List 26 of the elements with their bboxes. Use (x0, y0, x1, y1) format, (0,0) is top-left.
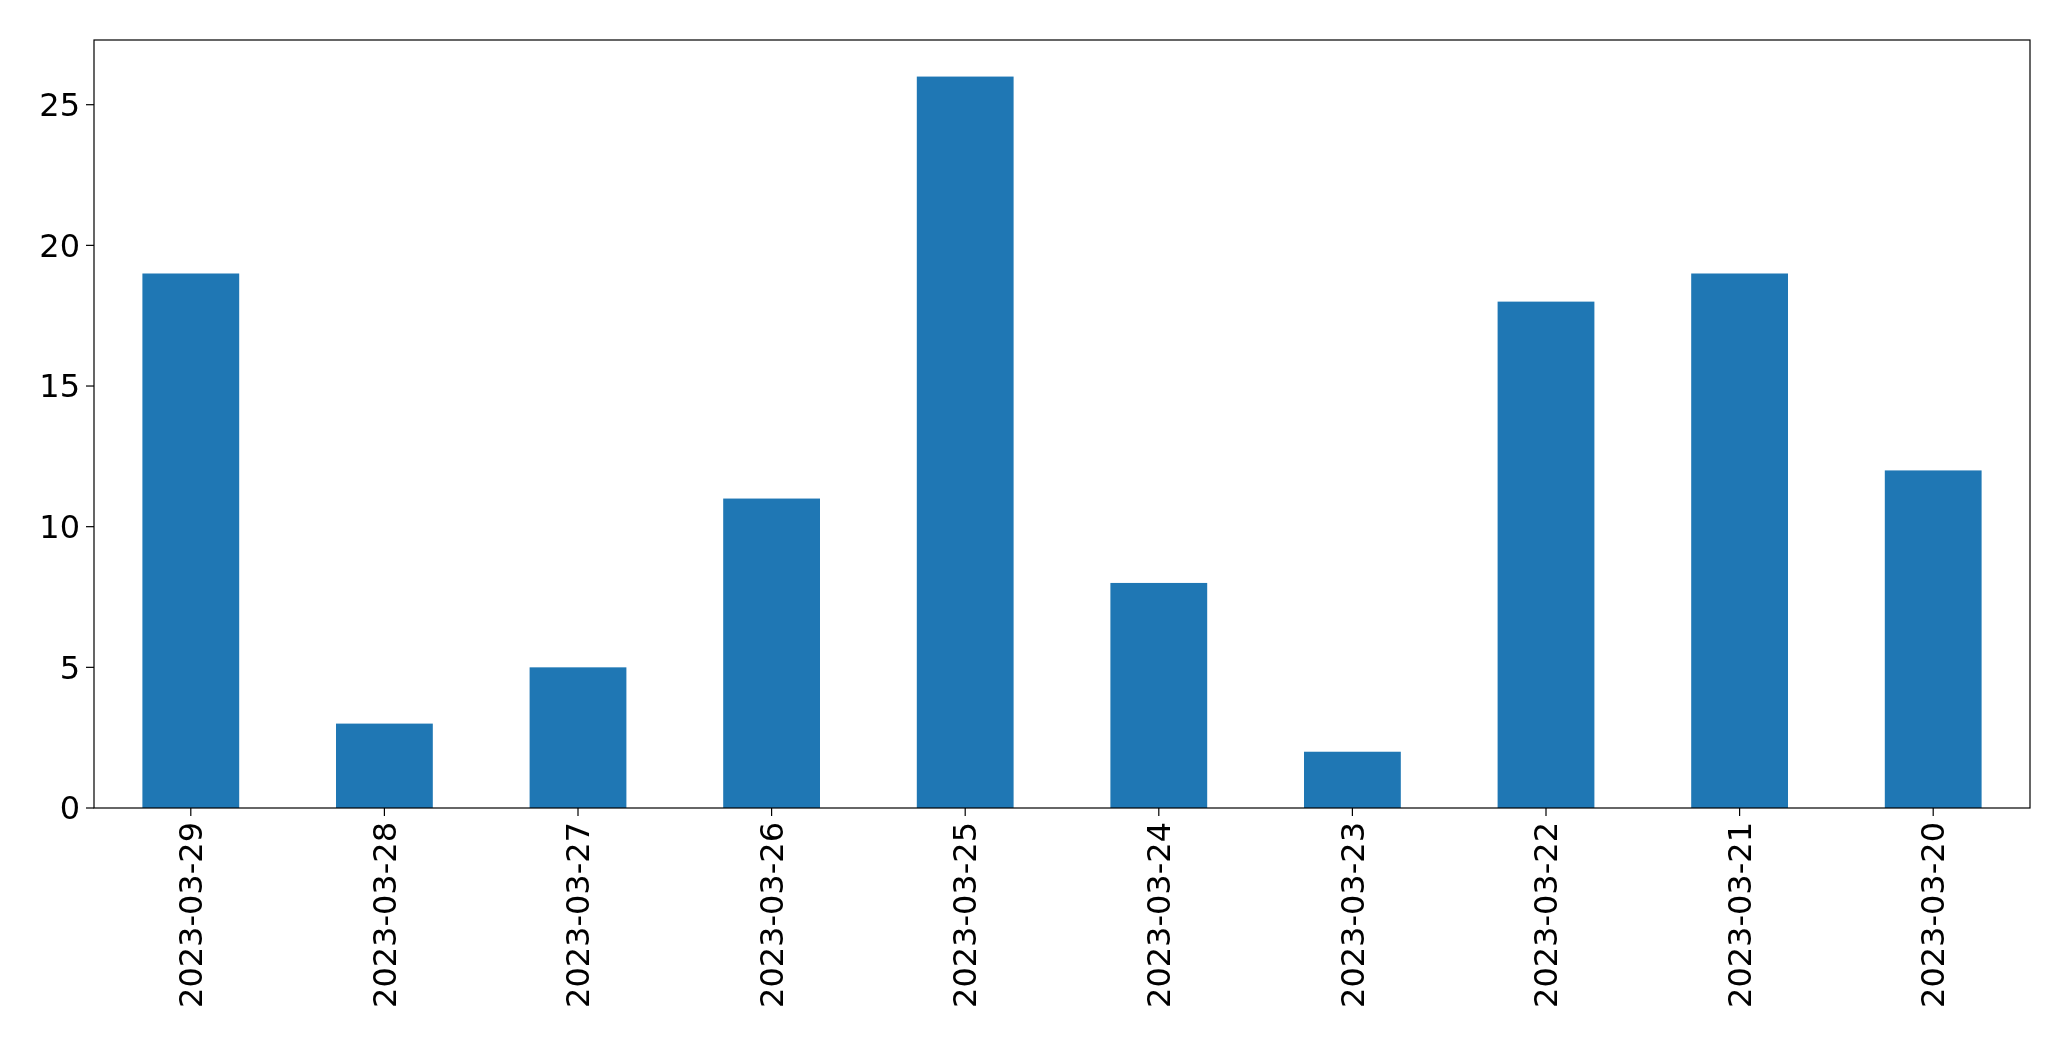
x-tick-label: 2023-03-25 (946, 822, 985, 1008)
bar (1691, 273, 1788, 808)
bar (916, 76, 1014, 808)
bar (1304, 751, 1401, 808)
y-tick-label: 0 (59, 789, 80, 828)
x-tick-label: 2023-03-26 (752, 822, 791, 1008)
bar (1884, 470, 1982, 808)
bar (529, 667, 627, 808)
y-tick-label: 15 (39, 367, 80, 406)
bar (336, 723, 433, 808)
bar (1497, 301, 1595, 808)
x-tick-label: 2023-03-21 (1720, 822, 1759, 1008)
x-tick-label: 2023-03-23 (1333, 822, 1372, 1008)
y-tick-label: 25 (39, 85, 80, 124)
y-tick-label: 10 (39, 507, 80, 546)
x-tick-label: 2023-03-20 (1914, 822, 1953, 1008)
bar (723, 498, 820, 808)
x-tick-label: 2023-03-28 (365, 822, 404, 1008)
bar (142, 273, 240, 808)
bar (1110, 582, 1208, 808)
x-tick-label: 2023-03-24 (1140, 822, 1178, 1008)
y-tick-label: 5 (59, 648, 80, 687)
x-tick-label: 2023-03-22 (1527, 822, 1566, 1008)
y-tick-label: 20 (39, 226, 80, 265)
x-tick-label: 2023-03-27 (559, 822, 598, 1008)
x-tick-label: 2023-03-29 (172, 822, 210, 1008)
